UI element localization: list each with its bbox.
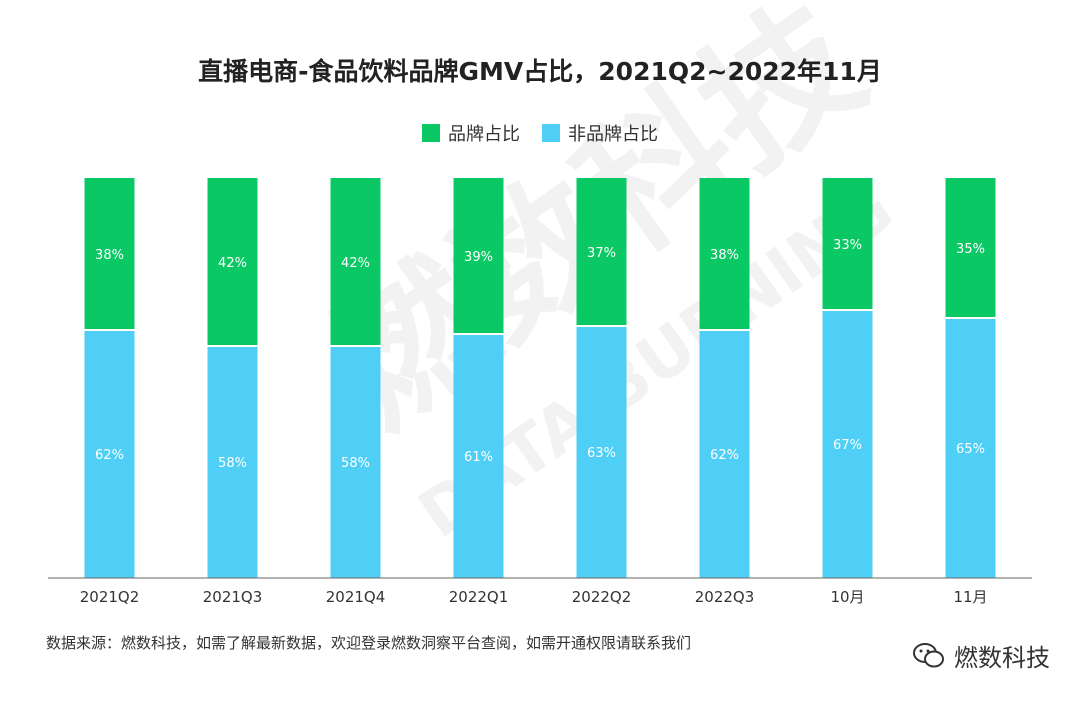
legend-item-non-brand: 非品牌占比 [542, 120, 658, 146]
bar-non-brand-1 [207, 346, 258, 578]
label-non-brand-2: 58% [341, 456, 370, 471]
x-tick-label-4: 2022Q2 [572, 588, 632, 606]
label-brand-4: 37% [587, 246, 616, 261]
x-tick-label-2: 2021Q4 [326, 588, 386, 606]
bar-brand-3 [453, 178, 504, 334]
bar-non-brand-2 [330, 346, 381, 578]
label-brand-7: 35% [956, 242, 985, 257]
label-non-brand-6: 67% [833, 438, 862, 453]
bar-non-brand-3 [453, 334, 504, 578]
label-non-brand-3: 61% [464, 450, 493, 465]
legend-swatch-brand [422, 124, 440, 142]
bar-non-brand-4 [576, 326, 627, 578]
x-tick-label-7: 11月 [953, 588, 987, 606]
label-brand-6: 33% [833, 238, 862, 253]
label-brand-3: 39% [464, 250, 493, 265]
label-brand-5: 38% [710, 248, 739, 263]
bar-brand-1 [207, 178, 258, 346]
legend-label-brand: 品牌占比 [448, 124, 520, 145]
legend-swatch-non-brand [542, 124, 560, 142]
bar-brand-2 [330, 178, 381, 346]
brand-logo: 燃数科技 [912, 638, 1050, 673]
label-non-brand-7: 65% [956, 442, 985, 457]
bar-non-brand-0 [84, 330, 135, 578]
brand-name: 燃数科技 [954, 644, 1050, 672]
x-tick-label-1: 2021Q3 [203, 588, 263, 606]
label-non-brand-5: 62% [710, 448, 739, 463]
bar-non-brand-6 [822, 310, 873, 578]
legend-item-brand: 品牌占比 [422, 120, 520, 146]
bar-non-brand-5 [699, 330, 750, 578]
legend-label-non-brand: 非品牌占比 [568, 124, 658, 145]
bar-brand-5 [699, 178, 750, 330]
label-non-brand-4: 63% [587, 446, 616, 461]
legend: 品牌占比 非品牌占比 [0, 120, 1080, 146]
bar-non-brand-7 [945, 318, 996, 578]
bar-brand-4 [576, 178, 627, 326]
bar-brand-7 [945, 178, 996, 318]
x-tick-label-5: 2022Q3 [695, 588, 755, 606]
label-brand-2: 42% [341, 256, 370, 271]
chart-title: 直播电商-食品饮料品牌GMV占比，2021Q2~2022年11月 [198, 57, 882, 86]
source-note: 数据来源：燃数科技，如需了解最新数据，欢迎登录燃数洞察平台查阅，如需开通权限请联… [46, 634, 692, 652]
wechat-icon [913, 642, 944, 667]
label-brand-1: 42% [218, 256, 247, 271]
label-brand-0: 38% [95, 248, 124, 263]
label-non-brand-1: 58% [218, 456, 247, 471]
x-tick-label-6: 10月 [830, 588, 864, 606]
bar-brand-6 [822, 178, 873, 310]
x-tick-label-0: 2021Q2 [80, 588, 140, 606]
bar-brand-0 [84, 178, 135, 330]
x-tick-label-3: 2022Q1 [449, 588, 509, 606]
label-non-brand-0: 62% [95, 448, 124, 463]
